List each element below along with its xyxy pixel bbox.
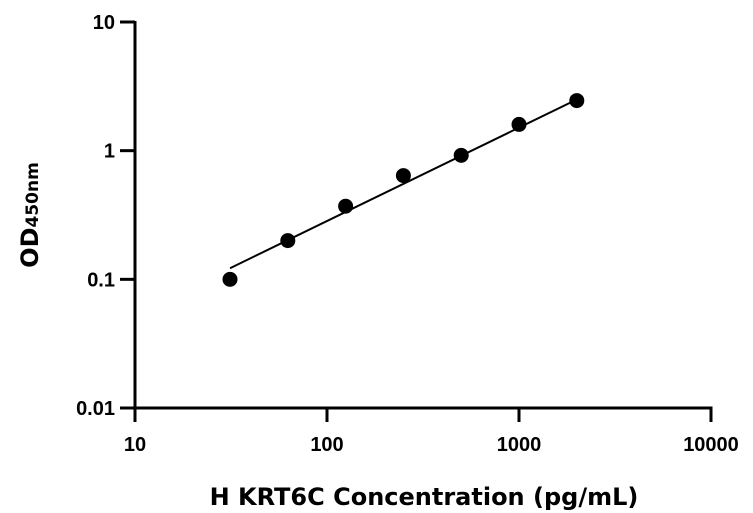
data-point — [222, 271, 238, 287]
ticks: 0.01 0.1 1 10 10 100 1000 10000 — [76, 12, 739, 456]
y-axis-title: OD450nm — [16, 162, 44, 268]
data-point — [338, 198, 354, 214]
data-point — [511, 116, 527, 132]
x-tick-label: 100 — [310, 434, 343, 456]
y-tick-label: 0.01 — [76, 398, 115, 420]
y-axis-title-sub: 450nm — [23, 162, 43, 227]
y-axis-title-main: OD — [16, 227, 44, 267]
x-tick-label: 10000 — [683, 434, 739, 456]
x-tick-label: 1000 — [497, 434, 542, 456]
x-axis-title: H KRT6C Concentration (pg/mL) — [210, 483, 639, 511]
data-point — [569, 93, 585, 109]
y-tick-label: 1 — [104, 141, 115, 163]
axes — [133, 21, 713, 410]
data-point — [280, 233, 296, 249]
x-tick-label: 10 — [124, 434, 146, 456]
data-point — [453, 147, 469, 163]
data-point — [395, 168, 411, 184]
data-points — [222, 93, 585, 287]
y-tick-label: 10 — [93, 12, 115, 34]
y-tick-label: 0.1 — [87, 269, 115, 291]
